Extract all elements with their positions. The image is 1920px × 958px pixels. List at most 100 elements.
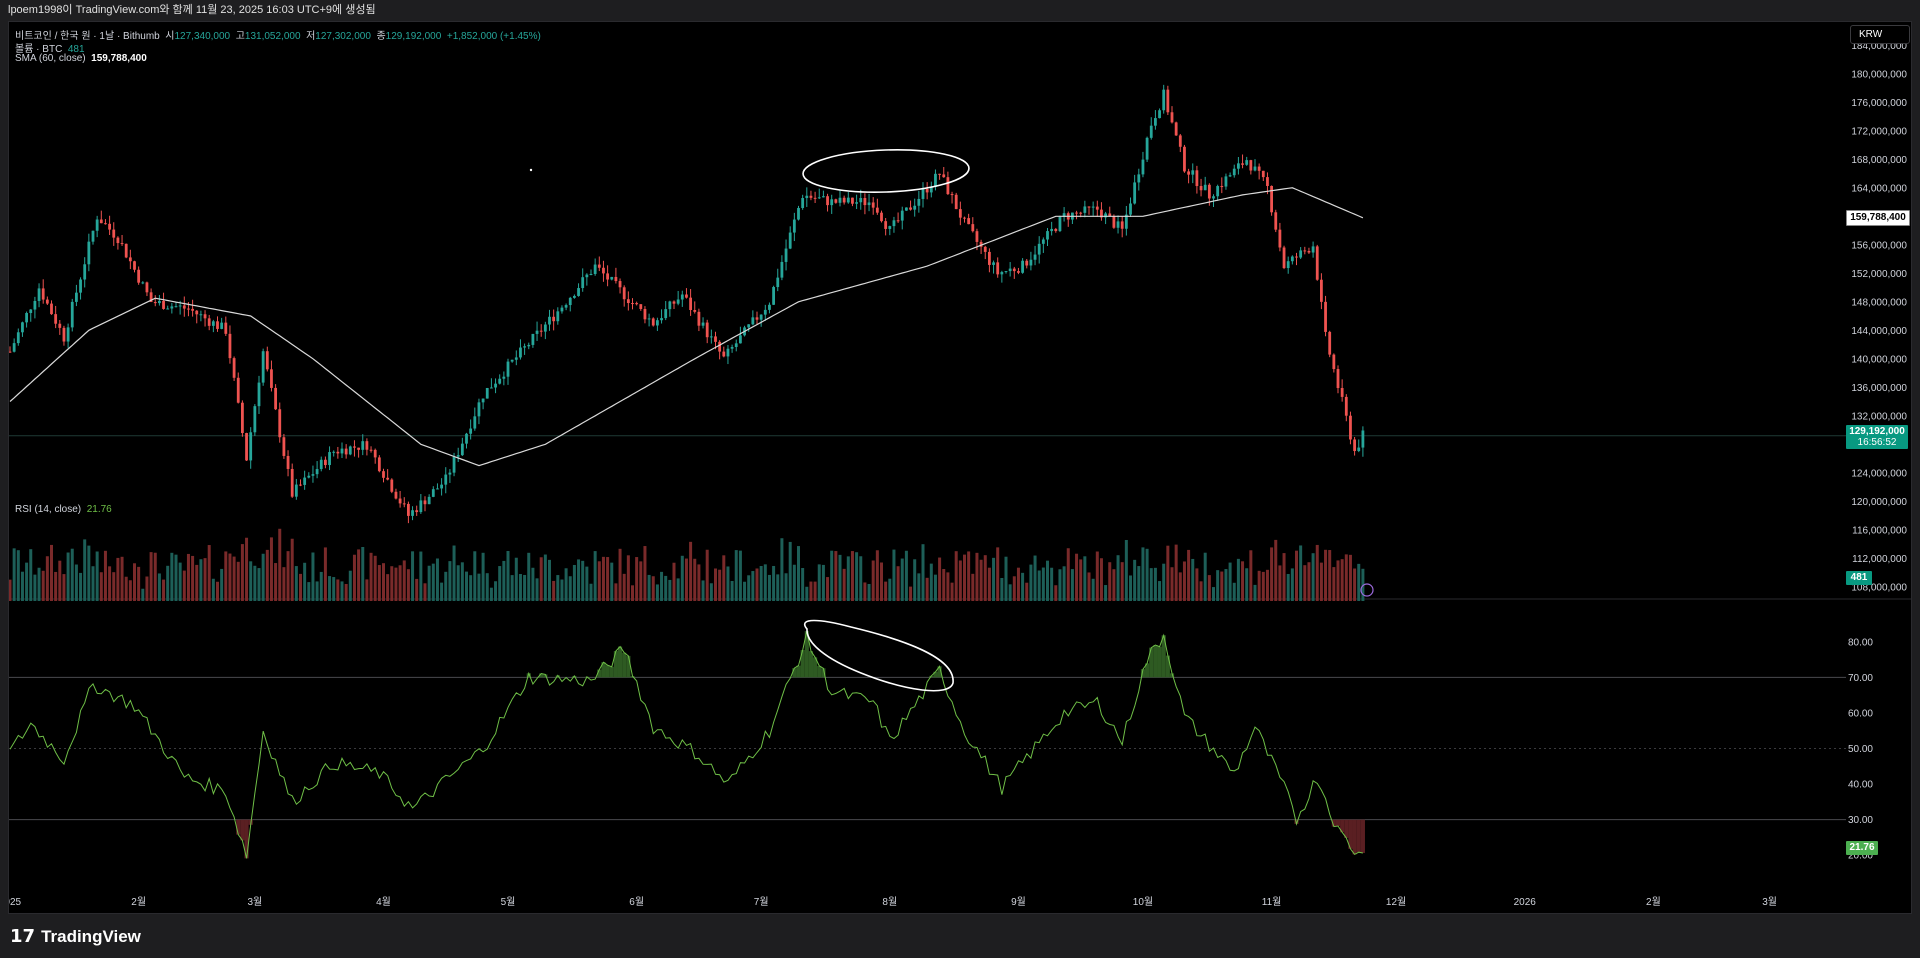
candle-body xyxy=(967,218,971,225)
volume-bar xyxy=(880,562,883,601)
volume-bar xyxy=(498,566,502,601)
volume-bar xyxy=(1054,585,1058,601)
time-tick-label: 7월 xyxy=(754,896,769,908)
volume-bar xyxy=(734,550,738,601)
price-tick-label: 116,000,000 xyxy=(1852,525,1907,536)
candle-body xyxy=(863,198,867,206)
volume-bar xyxy=(809,581,813,601)
time-tick-label: 8월 xyxy=(882,896,897,908)
volume-bar xyxy=(535,578,539,601)
candle-body xyxy=(1112,216,1116,228)
volume-bar xyxy=(709,583,713,601)
volume-bar xyxy=(170,552,174,601)
attribution-text: lpoem1998이 TradingView.com와 함께 11월 23, 2… xyxy=(8,4,376,16)
volume-bar xyxy=(1353,568,1357,601)
chart-frame[interactable]: 184,000,000 180,000,000 176,000,000 172,000… xyxy=(8,21,1912,914)
candle-body xyxy=(1004,271,1008,273)
volume-bar xyxy=(581,560,585,601)
volume-bar xyxy=(718,569,722,601)
sma-value: 159,788,400 xyxy=(91,53,147,64)
candle-body xyxy=(614,276,618,282)
candle-body xyxy=(411,510,414,516)
candle-body xyxy=(104,223,107,225)
candle-body xyxy=(954,194,958,210)
volume-bar xyxy=(838,554,842,601)
volume-bar xyxy=(738,550,742,601)
candle-body xyxy=(543,324,547,332)
candle-body xyxy=(54,314,58,324)
symbol-title: 비트코인 / 한국 원 · 1날 · Bithumb xyxy=(15,31,160,42)
volume-bar xyxy=(514,557,518,601)
candle-body xyxy=(730,346,734,349)
rsi-legend: RSI (14, close) 21.76 xyxy=(15,504,112,515)
volume-bar xyxy=(224,551,228,601)
volume-bar xyxy=(87,545,91,601)
candle-body xyxy=(975,231,979,242)
volume-bar xyxy=(20,571,24,601)
candle-body xyxy=(1253,166,1257,171)
volume-bar xyxy=(705,549,709,601)
candle-body xyxy=(631,303,634,305)
candle-body xyxy=(1129,203,1132,215)
volume-bar xyxy=(610,562,614,601)
candle-body xyxy=(531,333,535,345)
volume-bar xyxy=(676,578,680,601)
candle-body xyxy=(597,264,601,268)
candle-body xyxy=(1195,170,1199,187)
volume-bar xyxy=(1249,550,1253,601)
volume-bar xyxy=(377,565,381,601)
candle-body xyxy=(162,300,165,309)
volume-bar xyxy=(45,556,49,601)
candle-body xyxy=(195,310,199,315)
candle-body xyxy=(581,277,585,289)
candle-body xyxy=(1295,256,1298,258)
volume-bar xyxy=(1220,571,1224,601)
candle-body xyxy=(1278,229,1282,248)
volume-bar xyxy=(863,582,867,601)
candle-body xyxy=(328,452,331,466)
attribution-bar: lpoem1998이 TradingView.com와 함께 11월 23, 2… xyxy=(0,0,1920,21)
tradingview-logo[interactable]: 17 TradingView xyxy=(10,926,141,947)
time-tick-label: 6월 xyxy=(629,896,644,908)
volume-bar xyxy=(1216,570,1220,601)
volume-bar xyxy=(1324,549,1328,601)
ohlc-low: 127,302,000 xyxy=(315,31,371,42)
candle-body xyxy=(290,468,294,497)
candle-body xyxy=(1203,184,1207,191)
candle-body xyxy=(348,446,352,455)
candle-body xyxy=(153,302,157,304)
currency-button[interactable]: KRW xyxy=(1850,25,1910,44)
candle-body xyxy=(938,173,941,175)
volume-bar xyxy=(606,557,610,601)
volume-bar xyxy=(1348,554,1352,601)
volume-bar xyxy=(232,556,236,601)
candle-body xyxy=(1154,118,1157,126)
volume-bar xyxy=(299,573,302,601)
volume-bar xyxy=(1290,568,1294,601)
candle-body xyxy=(1187,171,1190,175)
volume-bar xyxy=(639,561,643,601)
candle-body xyxy=(270,369,273,388)
candle-body xyxy=(473,416,477,429)
candle-body xyxy=(365,441,369,450)
volume-bar xyxy=(871,560,875,601)
volume-bar xyxy=(328,576,332,601)
candle-body xyxy=(9,351,12,353)
volume-bar xyxy=(506,550,510,601)
candle-body xyxy=(25,313,28,323)
volume-bar xyxy=(245,537,249,601)
volume-bar xyxy=(855,552,859,601)
rsi-tick-label: 50.00 xyxy=(1848,744,1873,755)
chart-canvas[interactable]: 184,000,000 180,000,000 176,000,000 172,000… xyxy=(9,22,1911,913)
volume-bar xyxy=(489,587,493,601)
volume-bar xyxy=(689,541,693,601)
candle-body xyxy=(294,484,298,497)
volume-bar xyxy=(1257,570,1261,601)
candle-body xyxy=(137,269,141,283)
candle-body xyxy=(21,322,24,333)
candle-body xyxy=(602,267,605,274)
volume-bar xyxy=(373,555,377,601)
candle-body xyxy=(232,358,236,378)
volume-bar xyxy=(1174,544,1178,601)
candle-body xyxy=(460,443,464,456)
